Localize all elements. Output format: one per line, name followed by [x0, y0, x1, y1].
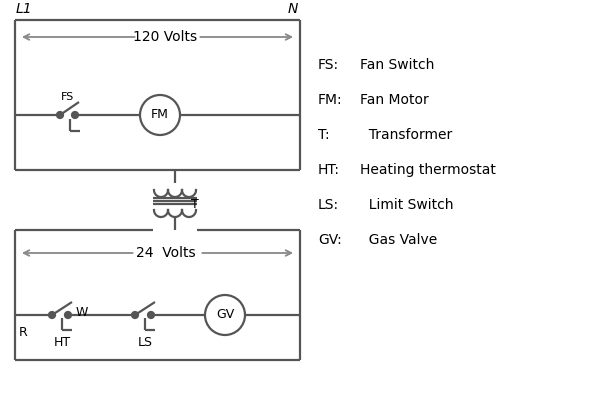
Text: GV:: GV:	[318, 233, 342, 247]
Text: FM:: FM:	[318, 93, 343, 107]
Text: FS: FS	[61, 92, 74, 102]
Text: Transformer: Transformer	[360, 128, 453, 142]
Text: FM: FM	[151, 108, 169, 122]
Text: L1: L1	[16, 2, 32, 16]
Text: 120 Volts: 120 Volts	[133, 30, 198, 44]
Text: R: R	[19, 326, 28, 340]
Text: GV: GV	[216, 308, 234, 322]
Text: Limit Switch: Limit Switch	[360, 198, 454, 212]
Text: LS: LS	[137, 336, 152, 350]
Text: HT: HT	[54, 336, 71, 350]
Text: LS:: LS:	[318, 198, 339, 212]
Text: Fan Switch: Fan Switch	[360, 58, 434, 72]
Text: Gas Valve: Gas Valve	[360, 233, 437, 247]
Text: W: W	[76, 306, 88, 320]
Text: HT:: HT:	[318, 163, 340, 177]
Text: Heating thermostat: Heating thermostat	[360, 163, 496, 177]
Circle shape	[148, 312, 154, 318]
Text: N: N	[288, 2, 298, 16]
Circle shape	[72, 112, 78, 118]
Circle shape	[57, 112, 63, 118]
Text: 24  Volts: 24 Volts	[136, 246, 195, 260]
Circle shape	[65, 312, 71, 318]
Text: T:: T:	[318, 128, 330, 142]
Circle shape	[205, 295, 245, 335]
Circle shape	[49, 312, 55, 318]
Text: T: T	[191, 198, 199, 212]
Circle shape	[140, 95, 180, 135]
Text: FS:: FS:	[318, 58, 339, 72]
Circle shape	[132, 312, 138, 318]
Text: Fan Motor: Fan Motor	[360, 93, 429, 107]
